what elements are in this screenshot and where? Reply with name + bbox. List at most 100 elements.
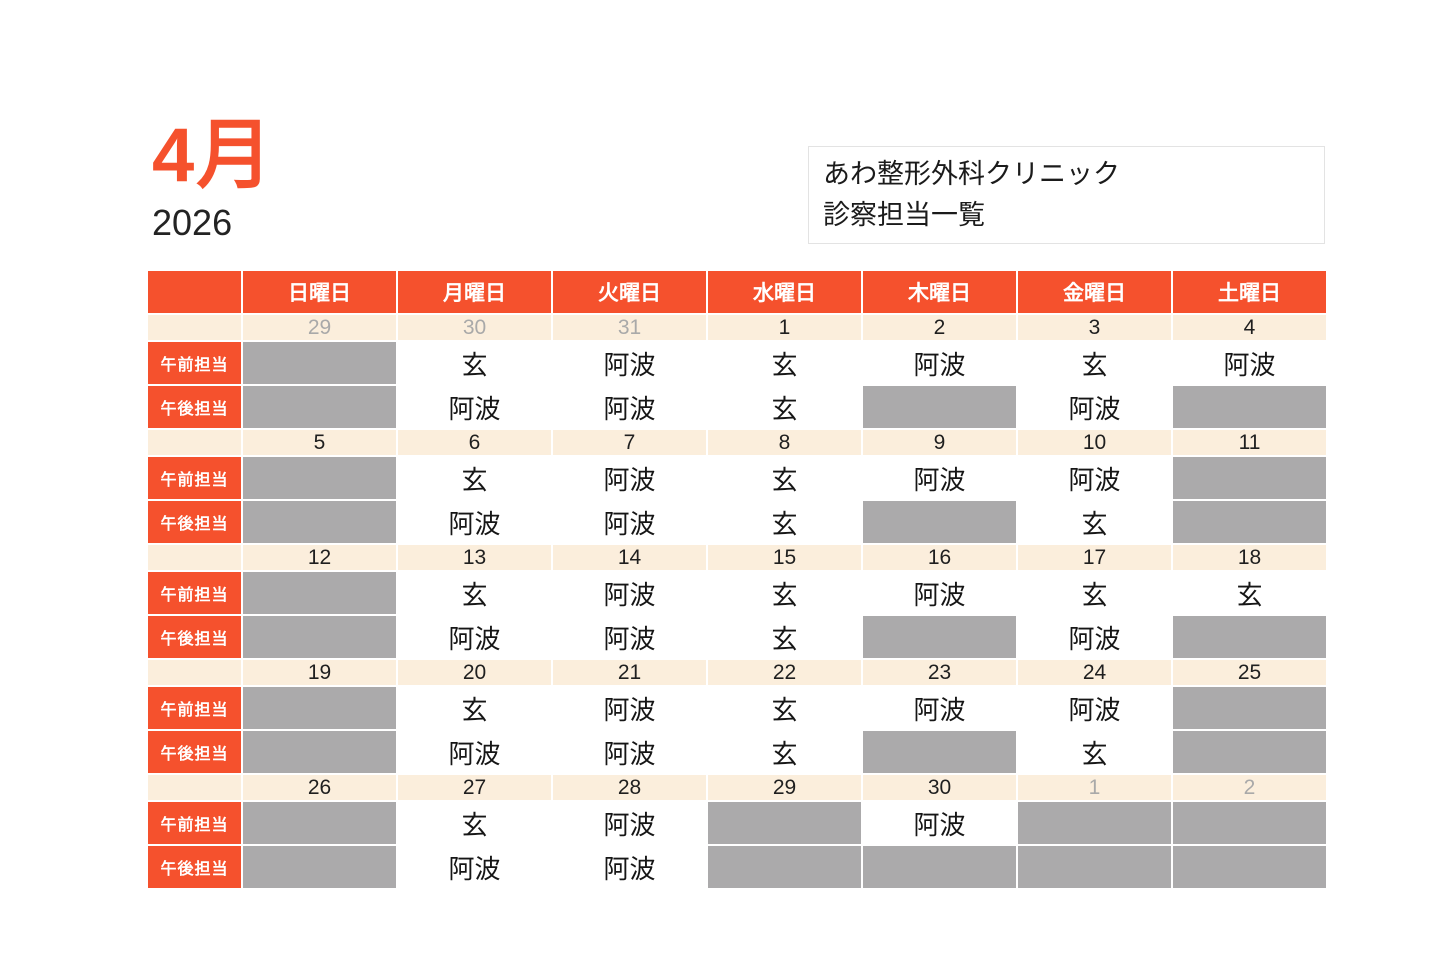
- day-header-row: 日曜日 月曜日 火曜日 水曜日 木曜日 金曜日 土曜日: [146, 269, 1328, 315]
- date-cell: 18: [1171, 543, 1328, 572]
- date-row-week-2: 5 6 7 8 9 10 11: [146, 428, 1328, 457]
- morning-duty-row-week-4: 午前担当玄阿波玄阿波 阿波: [146, 685, 1328, 731]
- duty-cell-assigned: 阿波: [551, 570, 708, 616]
- date-cell: 3: [1016, 313, 1173, 342]
- duty-cell-assigned: 玄: [1016, 499, 1173, 545]
- date-cell: 12: [241, 543, 398, 572]
- duty-cell-assigned: 玄: [706, 570, 863, 616]
- duty-cell-assigned: 玄: [396, 340, 553, 386]
- date-cell: 5: [241, 428, 398, 457]
- duty-cell-assigned: 玄: [396, 455, 553, 501]
- afternoon-duty-row-week-4: 午後担当 阿波 阿波玄玄: [146, 729, 1328, 775]
- duty-cell-assigned: 玄: [706, 499, 863, 545]
- date-cell: 1: [706, 313, 863, 342]
- duty-cell-assigned: 玄: [1016, 570, 1173, 616]
- morning-duty-label: 午前担当: [146, 570, 243, 616]
- day-header-cell: 水曜日: [706, 269, 863, 315]
- duty-cell-closed: [241, 729, 398, 775]
- duty-cell-closed: [241, 614, 398, 660]
- date-row-corner-cell: [146, 313, 243, 342]
- date-cell-outside-month: 1: [1016, 773, 1173, 802]
- duty-cell-closed: [706, 800, 863, 846]
- duty-cell-assigned: 阿波: [861, 570, 1018, 616]
- afternoon-duty-row-week-5: 午後担当 阿波 阿波: [146, 844, 1328, 890]
- duty-cell-assigned: 阿波: [551, 800, 708, 846]
- day-header-cell: 月曜日: [396, 269, 553, 315]
- day-header-cell: 金曜日: [1016, 269, 1173, 315]
- duty-cell-assigned: 玄: [396, 570, 553, 616]
- afternoon-duty-label: 午後担当: [146, 844, 243, 890]
- afternoon-duty-label: 午後担当: [146, 614, 243, 660]
- duty-cell-assigned: 阿波: [1016, 455, 1173, 501]
- corner-cell: [146, 269, 243, 315]
- duty-cell-closed: [1171, 685, 1328, 731]
- date-cell: 10: [1016, 428, 1173, 457]
- date-cell: 2: [861, 313, 1018, 342]
- duty-cell-closed: [1171, 499, 1328, 545]
- duty-cell-closed: [1171, 455, 1328, 501]
- date-cell-outside-month: 2: [1171, 773, 1328, 802]
- duty-cell-assigned: 玄: [706, 384, 863, 430]
- date-cell-outside-month: 30: [396, 313, 553, 342]
- duty-cell-assigned: 阿波: [396, 614, 553, 660]
- date-row-corner-cell: [146, 543, 243, 572]
- afternoon-duty-row-week-1: 午後担当 阿波 阿波玄阿波: [146, 384, 1328, 430]
- duty-cell-assigned: 阿波: [861, 340, 1018, 386]
- duty-cell-assigned: 阿波: [551, 499, 708, 545]
- date-cell: 17: [1016, 543, 1173, 572]
- date-cell: 24: [1016, 658, 1173, 687]
- clinic-subtitle: 診察担当一覧: [823, 200, 985, 230]
- date-cell: 21: [551, 658, 708, 687]
- duty-cell-assigned: 玄: [1171, 570, 1328, 616]
- duty-cell-closed: [241, 844, 398, 890]
- clinic-name: あわ整形外科クリニック: [823, 159, 1120, 189]
- morning-duty-label: 午前担当: [146, 455, 243, 501]
- page-title-year: 2026: [152, 202, 233, 244]
- duty-cell-assigned: 阿波: [396, 844, 553, 890]
- duty-cell-assigned: 阿波: [551, 844, 708, 890]
- date-cell: 14: [551, 543, 708, 572]
- duty-cell-assigned: 阿波: [551, 685, 708, 731]
- duty-cell-assigned: 玄: [706, 455, 863, 501]
- duty-cell-assigned: 玄: [396, 800, 553, 846]
- date-cell: 19: [241, 658, 398, 687]
- morning-duty-row-week-1: 午前担当玄阿波玄阿波玄阿波: [146, 340, 1328, 386]
- schedule-table: 日曜日 月曜日 火曜日 水曜日 木曜日 金曜日 土曜日 29 30 31 1 2 3 4 午前担当玄阿波玄阿…: [146, 269, 1328, 890]
- duty-cell-assigned: 阿波: [551, 340, 708, 386]
- date-cell: 27: [396, 773, 553, 802]
- duty-cell-assigned: 玄: [1016, 729, 1173, 775]
- date-cell: 9: [861, 428, 1018, 457]
- morning-duty-label: 午前担当: [146, 340, 243, 386]
- morning-duty-row-week-5: 午前担当玄阿波 阿波: [146, 800, 1328, 846]
- date-row-week-1: 29 30 31 1 2 3 4: [146, 313, 1328, 342]
- duty-cell-closed: [241, 499, 398, 545]
- date-cell: 25: [1171, 658, 1328, 687]
- date-cell-outside-month: 29: [241, 313, 398, 342]
- duty-cell-closed: [1016, 800, 1173, 846]
- page-title: 4月 2026: [152, 112, 274, 241]
- date-cell-outside-month: 31: [551, 313, 708, 342]
- duty-cell-closed: [241, 800, 398, 846]
- duty-cell-closed: [241, 455, 398, 501]
- afternoon-duty-row-week-3: 午後担当 阿波 阿波玄阿波: [146, 614, 1328, 660]
- date-row-corner-cell: [146, 773, 243, 802]
- afternoon-duty-row-week-2: 午後担当 阿波 阿波玄玄: [146, 499, 1328, 545]
- date-cell: 16: [861, 543, 1018, 572]
- duty-cell-assigned: 阿波: [551, 729, 708, 775]
- duty-cell-assigned: 阿波: [396, 499, 553, 545]
- date-row-week-4: 19 20 21 22 23 24 25: [146, 658, 1328, 687]
- duty-cell-assigned: 阿波: [1016, 614, 1173, 660]
- duty-cell-assigned: 玄: [1016, 340, 1173, 386]
- duty-cell-closed: [1171, 844, 1328, 890]
- duty-cell-assigned: 阿波: [551, 614, 708, 660]
- duty-cell-closed: [241, 340, 398, 386]
- duty-cell-closed: [861, 844, 1018, 890]
- duty-cell-closed: [1171, 729, 1328, 775]
- day-header-cell: 火曜日: [551, 269, 708, 315]
- duty-cell-assigned: 阿波: [551, 384, 708, 430]
- date-cell: 28: [551, 773, 708, 802]
- duty-cell-assigned: 玄: [706, 614, 863, 660]
- duty-cell-assigned: 玄: [706, 729, 863, 775]
- duty-cell-assigned: 阿波: [861, 800, 1018, 846]
- duty-cell-assigned: 玄: [706, 340, 863, 386]
